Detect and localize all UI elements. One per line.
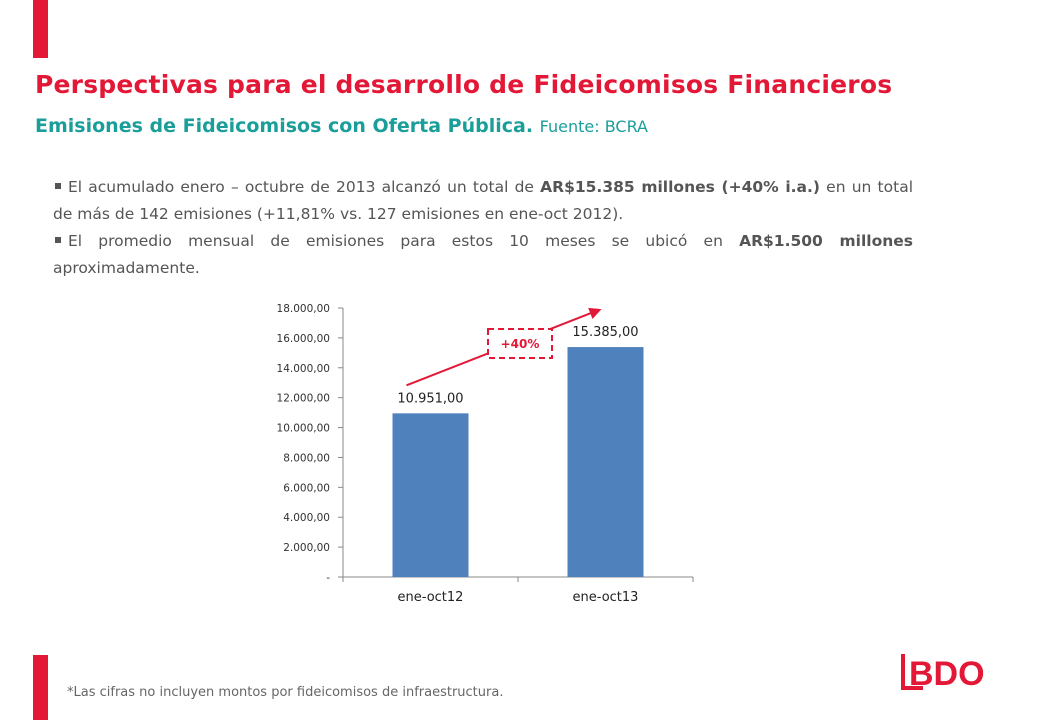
y-tick-label: 6.000,00 [283, 482, 330, 494]
y-tick-label: 12.000,00 [277, 393, 330, 405]
footnote: *Las cifras no incluyen montos por fidei… [67, 685, 504, 700]
data-label: 15.385,00 [572, 325, 638, 340]
chart-bar [392, 413, 469, 577]
y-tick-label: 10.000,00 [277, 423, 330, 435]
growth-arrow-head [588, 307, 602, 320]
bullet-item-2: El promedio mensual de emisiones para es… [53, 228, 913, 282]
emissions-bar-chart: - 2.000,00 4.000,00 6.000,00 8.000,00 10.000,… [277, 303, 694, 605]
y-tick-label: 4.000,00 [283, 512, 330, 524]
y-tick-label: 8.000,00 [283, 452, 330, 464]
bullet-text: aproximadamente. [53, 259, 200, 277]
subtitle-text: Emisiones de Fideicomisos con Oferta Púb… [35, 115, 534, 137]
bullet-text: El promedio mensual de emisiones para es… [68, 232, 740, 250]
growth-annotation-label: +40% [501, 337, 540, 351]
bullet-list: El acumulado enero – octubre de 2013 alc… [53, 174, 913, 282]
bullet-highlight: AR$1.500 millones [739, 232, 913, 250]
growth-annotation-box [487, 328, 553, 359]
bullet-square-icon [55, 237, 61, 243]
bullet-text: en un total de más de 142 emisiones (+11… [53, 178, 913, 223]
y-tick-label: 16.000,00 [277, 333, 330, 345]
bdo-logo: BDO [901, 654, 985, 693]
y-tick-label: 18.000,00 [277, 303, 330, 315]
bullet-item-1: El acumulado enero – octubre de 2013 alc… [53, 174, 913, 228]
bullet-square-icon [55, 183, 61, 189]
bullet-text: El acumulado enero – octubre de 2013 alc… [68, 178, 541, 196]
y-tick-label: - [326, 572, 330, 584]
data-label: 10.951,00 [397, 391, 463, 406]
bottom-accent-bar [33, 655, 48, 720]
subtitle-source: Fuente: BCRA [539, 117, 648, 136]
x-tick-label: ene-oct13 [573, 590, 639, 605]
top-accent-bar [33, 0, 48, 58]
page-title: Perspectivas para el desarrollo de Fidei… [35, 70, 893, 99]
y-tick-label: 2.000,00 [283, 542, 330, 554]
y-tick-label: 14.000,00 [277, 363, 330, 375]
x-tick-label: ene-oct12 [398, 590, 464, 605]
page-subtitle: Emisiones de Fideicomisos con Oferta Púb… [35, 115, 648, 137]
bullet-highlight: AR$15.385 millones (+40% i.a.) [540, 178, 820, 196]
bdo-logo-text: BDO [909, 655, 985, 693]
chart-bar [567, 347, 644, 577]
